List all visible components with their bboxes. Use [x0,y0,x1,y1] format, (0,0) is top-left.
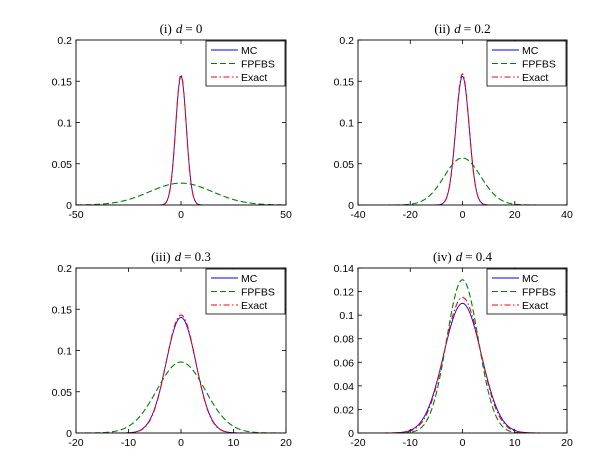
y-tick-label: 0.08 [334,334,355,346]
series-group [76,314,286,433]
x-tick-label: -50 [68,209,83,221]
legend-label-fpfbs: FPFBS [241,286,275,298]
series-line-mc [358,302,567,433]
x-tick-label: -40 [350,209,365,221]
legend-box [205,268,286,315]
x-tick-label: 0 [178,437,184,449]
legend-label-fpfbs: FPFBS [241,58,275,70]
x-tick-label: 0 [460,209,466,221]
y-tick-label: 0.2 [57,263,72,275]
y-tick-label: 0.1 [57,346,72,358]
y-tick-label: 0.1 [339,310,354,322]
x-tick-label: 40 [561,209,573,221]
panel-title-var: d [175,249,182,264]
y-tick-label: 0 [348,200,354,212]
x-tick-label: -10 [121,437,136,449]
panel-title-prefix: (iii) [151,249,171,264]
panel-2: -40 -20 0 20 40 0 0.05 0.1 0.15 0.2 (ii) d = 0.2 MCFP… [334,21,573,221]
y-tick-label: 0.1 [57,118,72,130]
y-tick-label: 0.1 [339,118,354,130]
panel-title: (iii) d = 0.3 [151,249,211,264]
panel-title: (iv) d = 0.4 [433,249,493,264]
y-tick-label: 0.05 [52,159,73,171]
y-tick-label: 0.04 [334,381,355,393]
legend-label-mc: MC [241,45,258,57]
series-line-exact [358,296,567,433]
y-tick-label: 0.15 [52,76,73,88]
x-tick-label: -20 [403,209,418,221]
series-line-fpfbs [76,361,286,433]
series-line-fpfbs [358,157,567,205]
panel-title-value: = 0 [185,21,202,36]
y-tick-label: 0.06 [334,357,355,369]
panel-title-var: d [454,21,461,36]
y-tick-label: 0.15 [52,304,73,316]
panel-title-var: d [176,21,183,36]
legend-label-exact: Exact [522,72,548,84]
series-line-mc [76,75,286,205]
panel-title-prefix: (iv) [433,249,452,264]
y-tick-label: 0 [66,428,72,440]
panel-title-var: d [456,249,463,264]
legend-label-exact: Exact [241,72,267,84]
panel-title-value: = 0.4 [465,249,492,264]
panel-title-prefix: (i) [160,21,172,36]
legend-label-mc: MC [522,45,539,57]
x-tick-label: 10 [509,437,521,449]
series-line-fpfbs [76,182,286,205]
x-tick-label: -20 [68,437,83,449]
y-tick-label: 0.15 [334,76,355,88]
panel-title-value: = 0.3 [184,249,211,264]
panel-title: (ii) d = 0.2 [434,21,490,36]
series-line-exact [76,314,286,433]
series-group [358,73,567,205]
x-tick-label: 20 [561,437,573,449]
y-tick-label: 0.05 [52,387,73,399]
x-tick-label: 50 [280,209,292,221]
panel-4: -20 -10 0 10 20 0 0.02 0.04 0.06 0.08 0.1 0.12 0.14 (… [334,249,573,449]
y-tick-label: 0.02 [334,404,355,416]
x-tick-label: 10 [228,437,240,449]
x-tick-label: 0 [178,209,184,221]
y-tick-label: 0.12 [334,287,355,299]
panel-3: -20 -10 0 10 20 0 0.05 0.1 0.15 0.2 (iii) d = 0.3 MCF… [52,249,292,449]
series-line-mc [358,75,567,205]
series-line-exact [358,73,567,205]
legend-label-exact: Exact [522,300,548,312]
x-tick-label: -20 [350,437,365,449]
y-tick-label: 0.2 [57,35,72,47]
legend-label-fpfbs: FPFBS [522,58,556,70]
x-tick-label: 20 [509,209,521,221]
y-tick-label: 0 [348,428,354,440]
x-tick-label: -10 [403,437,418,449]
x-tick-label: 0 [460,437,466,449]
panel-title: (i) d = 0 [160,21,203,36]
panel-title-value: = 0.2 [464,21,491,36]
legend-label-mc: MC [241,273,258,285]
legend-box [205,40,286,87]
x-tick-label: 20 [280,437,292,449]
panel-title-prefix: (ii) [434,21,450,36]
series-group [76,74,286,205]
legend-label-mc: MC [522,273,539,285]
series-line-exact [76,74,286,205]
legend-box [486,268,567,315]
legend-label-fpfbs: FPFBS [522,286,556,298]
legend-label-exact: Exact [241,300,267,312]
y-tick-label: 0.2 [339,35,354,47]
series-line-mc [76,317,286,433]
legend-box [486,40,567,87]
y-tick-label: 0 [66,200,72,212]
y-tick-label: 0.14 [334,263,355,275]
y-tick-label: 0.05 [334,159,355,171]
